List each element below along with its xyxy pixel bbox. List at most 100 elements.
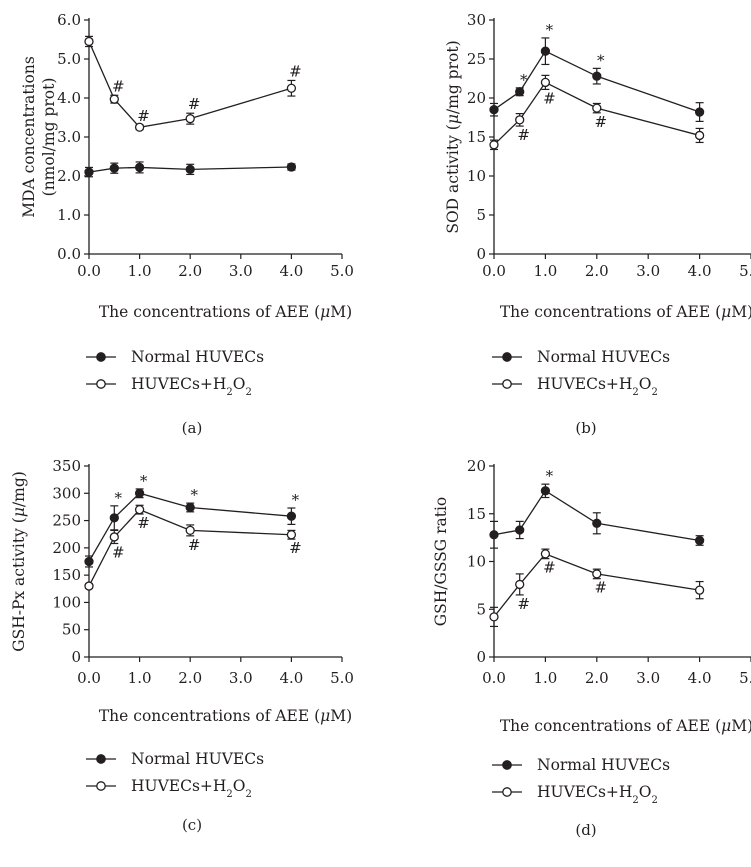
data-point-normal: [592, 518, 602, 528]
x-tick-label: 3.0: [636, 669, 660, 687]
chart-panel-a: 0.0 1.0 2.0 3.0 4.0 5.0 6.0 0.0 1.0 2.0 3.0 4.0 5.0 M…: [20, 11, 354, 437]
panel-label: (c): [182, 816, 202, 834]
legend-item-h2o2: HUVECs+H2O2: [86, 375, 252, 398]
panel-label: (d): [575, 821, 596, 839]
x-tick-label: 1.0: [533, 669, 557, 687]
x-tick-label: 5.0: [330, 262, 354, 280]
data-point-h2o2: [489, 140, 499, 150]
significance-mark: #: [188, 536, 201, 554]
x-axis-title: The concentrations of AEE (μM): [99, 303, 352, 321]
legend-item-normal: Normal HUVECs: [86, 750, 264, 768]
data-point-h2o2: [592, 569, 602, 579]
y-tick-label: 25: [467, 50, 486, 68]
significance-mark: #: [112, 543, 125, 561]
y-tick-label: 15: [467, 128, 486, 146]
x-axis-title: The concentrations of AEE (μM): [500, 303, 751, 321]
y-tick-label: 350: [52, 457, 81, 475]
significance-mark: #: [517, 126, 530, 144]
data-point-h2o2: [185, 525, 195, 536]
y-tick-label: 15: [467, 505, 486, 523]
x-tick-label: 3.0: [229, 669, 253, 687]
y-tick-label: 0: [476, 648, 486, 666]
legend-marker: [502, 379, 512, 389]
y-tick-label: 5: [476, 206, 486, 224]
legend-label: HUVECs+H2O2: [131, 777, 252, 800]
data-point-normal: [489, 530, 499, 540]
significance-mark: #: [137, 107, 150, 125]
data-point-h2o2: [134, 122, 145, 132]
x-tick-label: 1.0: [533, 262, 557, 280]
legend-marker: [96, 379, 106, 389]
legend-label: Normal HUVECs: [537, 348, 670, 366]
y-tick-label: 5.0: [57, 50, 81, 68]
significance-mark: *: [190, 486, 198, 504]
data-point-h2o2: [286, 83, 297, 93]
y-axis-title: GSH/GSSG ratio: [432, 497, 450, 627]
y-tick-label: 30: [467, 11, 486, 29]
y-tick-label: 2.0: [57, 167, 81, 185]
data-point-normal: [134, 162, 145, 173]
legend-item-h2o2: HUVECs+H2O2: [492, 375, 658, 398]
data-point-h2o2: [694, 585, 705, 595]
x-axis-title: The concentrations of AEE (μM): [500, 717, 751, 735]
x-tick-label: 3.0: [229, 262, 253, 280]
legend-item-h2o2: HUVECs+H2O2: [492, 783, 658, 806]
x-axis-title: The concentrations of AEE (μM): [99, 707, 352, 725]
data-point-h2o2: [540, 77, 551, 88]
legend-label: Normal HUVECs: [537, 756, 670, 774]
y-tick-label: 100: [52, 593, 81, 611]
data-point-h2o2: [694, 130, 705, 141]
data-point-h2o2: [84, 581, 94, 591]
x-tick-label: 0.0: [482, 262, 506, 280]
data-point-normal: [515, 87, 525, 97]
y-tick-label: 0: [71, 648, 81, 666]
significance-mark: #: [289, 62, 302, 80]
significance-mark: #: [517, 595, 530, 613]
data-point-h2o2: [109, 532, 119, 542]
legend-marker: [502, 787, 512, 797]
legend-label: Normal HUVECs: [131, 348, 264, 366]
data-point-normal: [694, 107, 705, 117]
legend-label: HUVECs+H2O2: [537, 375, 658, 398]
legend-marker: [96, 781, 106, 791]
x-tick-label: 0.0: [77, 669, 101, 687]
legend-label: HUVECs+H2O2: [131, 375, 252, 398]
significance-mark: #: [188, 95, 201, 113]
significance-mark: *: [140, 472, 148, 490]
significance-mark: *: [115, 489, 123, 507]
significance-mark: #: [595, 579, 608, 597]
y-axis-title: (nmol/mg prot): [40, 78, 58, 197]
x-tick-label: 5.0: [739, 669, 751, 687]
legend-marker: [502, 760, 512, 770]
data-point-normal: [286, 162, 297, 172]
data-point-h2o2: [109, 94, 119, 104]
legend-label: HUVECs+H2O2: [537, 783, 658, 806]
y-tick-label: 0: [476, 245, 486, 263]
y-tick-label: 200: [52, 539, 81, 557]
panel-label: (b): [575, 419, 596, 437]
legend-marker: [96, 352, 106, 362]
y-tick-label: 4.0: [57, 89, 81, 107]
data-point-h2o2: [540, 549, 551, 559]
data-point-h2o2: [84, 36, 94, 47]
legend-item-h2o2: HUVECs+H2O2: [86, 777, 252, 800]
y-tick-label: 10: [467, 553, 486, 571]
x-tick-label: 4.0: [688, 262, 712, 280]
data-point-normal: [109, 513, 119, 523]
y-tick-label: 150: [52, 566, 81, 584]
x-tick-label: 1.0: [128, 262, 152, 280]
x-tick-label: 2.0: [585, 262, 609, 280]
legend-label: Normal HUVECs: [131, 750, 264, 768]
data-point-h2o2: [515, 115, 525, 125]
data-point-normal: [109, 163, 119, 173]
data-point-normal: [515, 525, 525, 535]
x-tick-label: 3.0: [636, 262, 660, 280]
x-tick-label: 2.0: [585, 669, 609, 687]
x-tick-label: 2.0: [178, 262, 202, 280]
y-axis-title: MDA concentrations: [20, 56, 38, 218]
y-tick-label: 50: [62, 621, 81, 639]
chart-panel-d: 0 5 10 15 20 0.0 1.0 2.0 3.0 4.0 5.0 GSH/GSSG ratio…: [432, 457, 751, 839]
x-tick-label: 5.0: [330, 669, 354, 687]
significance-mark: *: [597, 51, 605, 69]
